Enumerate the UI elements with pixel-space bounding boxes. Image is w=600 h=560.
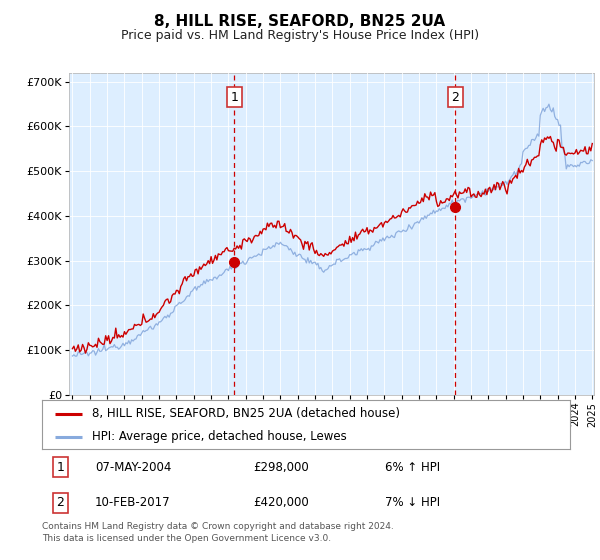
Text: Price paid vs. HM Land Registry's House Price Index (HPI): Price paid vs. HM Land Registry's House … bbox=[121, 29, 479, 42]
Text: 1: 1 bbox=[56, 461, 64, 474]
Text: 8, HILL RISE, SEAFORD, BN25 2UA: 8, HILL RISE, SEAFORD, BN25 2UA bbox=[154, 14, 446, 29]
Text: 10-FEB-2017: 10-FEB-2017 bbox=[95, 496, 170, 509]
Text: 2: 2 bbox=[451, 91, 460, 104]
Text: 7% ↓ HPI: 7% ↓ HPI bbox=[385, 496, 440, 509]
Text: 1: 1 bbox=[230, 91, 238, 104]
Text: 2: 2 bbox=[56, 496, 64, 509]
Text: £298,000: £298,000 bbox=[253, 461, 309, 474]
Text: HPI: Average price, detached house, Lewes: HPI: Average price, detached house, Lewe… bbox=[92, 430, 347, 444]
Text: 8, HILL RISE, SEAFORD, BN25 2UA (detached house): 8, HILL RISE, SEAFORD, BN25 2UA (detache… bbox=[92, 407, 400, 420]
Text: 6% ↑ HPI: 6% ↑ HPI bbox=[385, 461, 440, 474]
Text: 07-MAY-2004: 07-MAY-2004 bbox=[95, 461, 171, 474]
Text: Contains HM Land Registry data © Crown copyright and database right 2024.
This d: Contains HM Land Registry data © Crown c… bbox=[42, 522, 394, 543]
Text: £420,000: £420,000 bbox=[253, 496, 309, 509]
